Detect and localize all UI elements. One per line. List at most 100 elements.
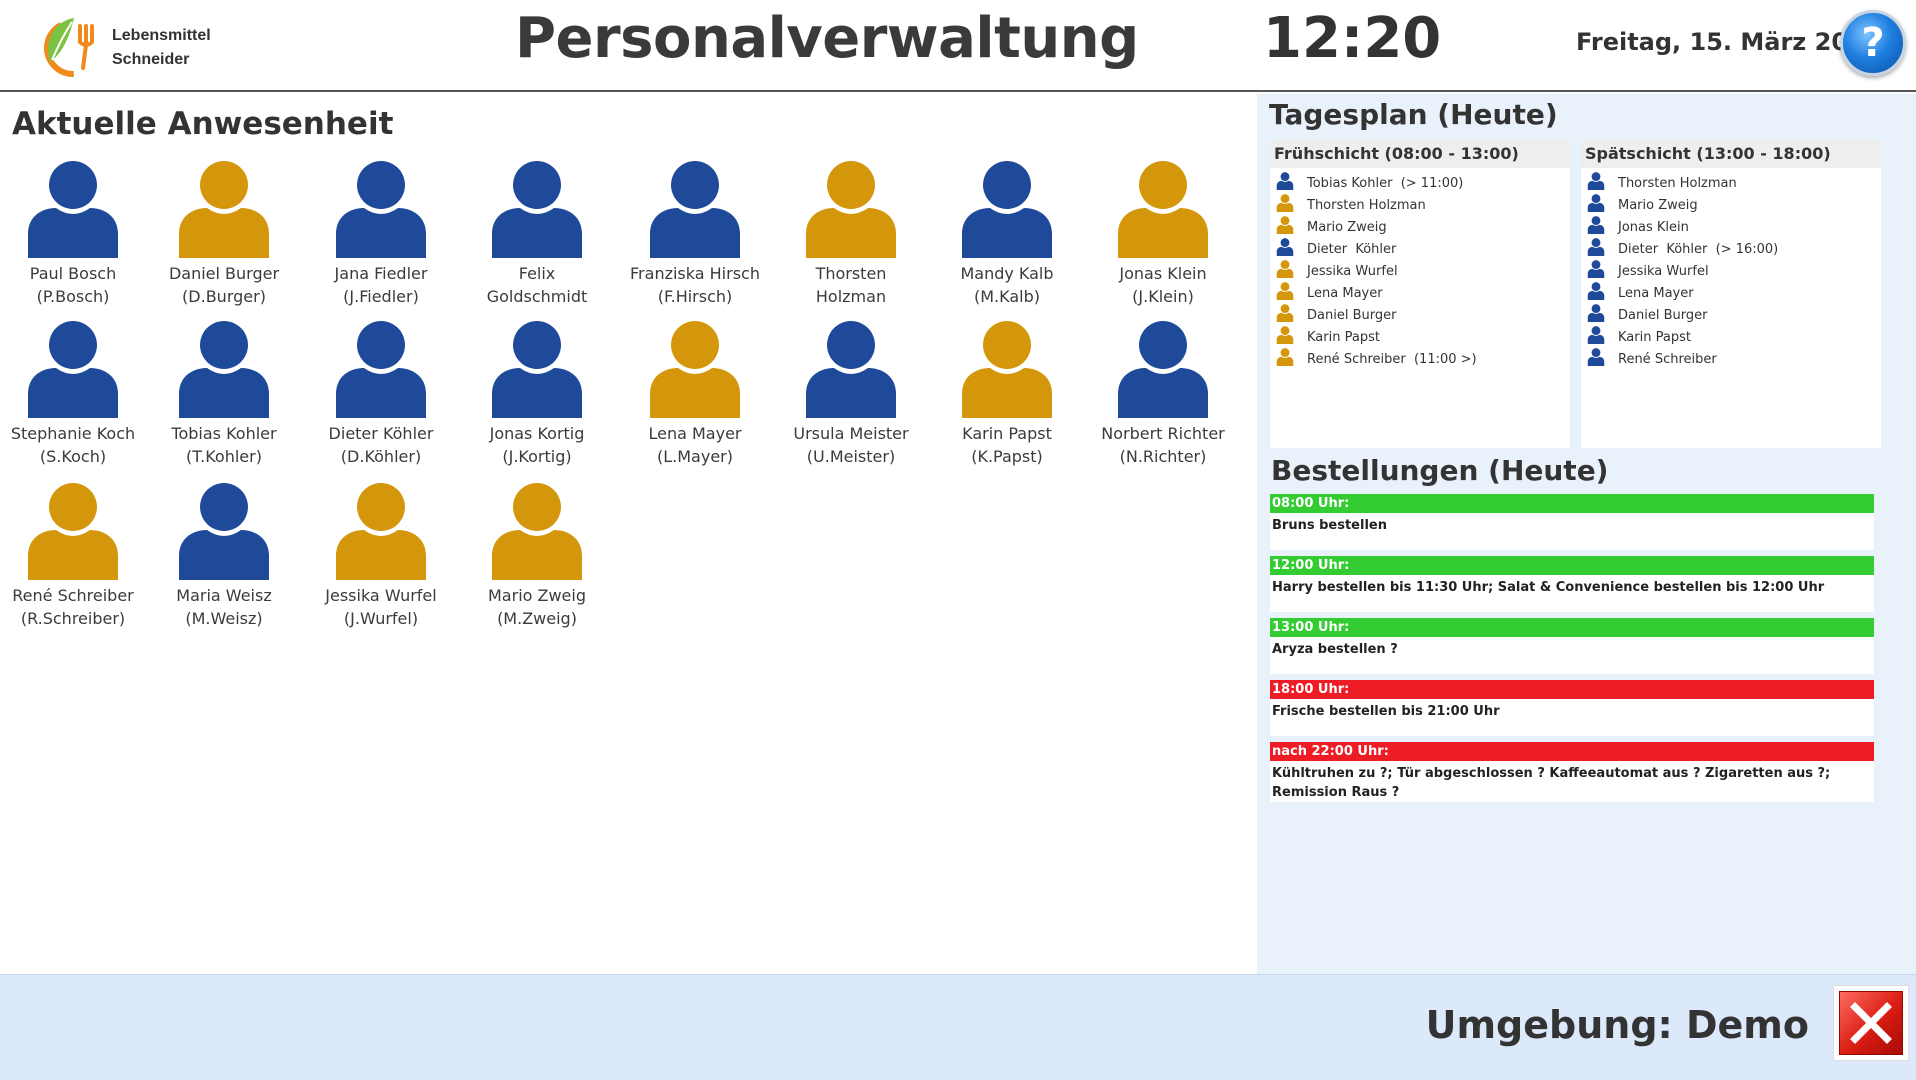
person-icon (1088, 320, 1238, 418)
person-icon (149, 482, 299, 580)
employee-card[interactable]: Ursula Meister (U.Meister) (776, 320, 926, 468)
employee-name: Franziska Hirsch (630, 264, 760, 283)
employee-shortname: (D.Burger) (182, 287, 266, 306)
person-icon (1587, 304, 1618, 326)
person-icon (462, 482, 612, 580)
employee-card[interactable]: Jana Fiedler (J.Fiedler) (306, 160, 456, 308)
shift-item-label: Dieter Köhler (> 16:00) (1618, 241, 1779, 257)
person-icon (1587, 238, 1618, 260)
footer-bar: Umgebung: Demo (0, 974, 1916, 1080)
employee-shortname: (D.Köhler) (340, 447, 422, 466)
person-icon (1276, 194, 1307, 216)
employee-card[interactable]: Paul Bosch (P.Bosch) (0, 160, 148, 308)
company-name: Lebensmittel Schneider (112, 24, 211, 72)
employee-card[interactable]: René Schreiber (R.Schreiber) (0, 482, 148, 630)
person-icon (620, 320, 770, 418)
shift-item-label: Jessika Wurfel (1618, 263, 1709, 279)
person-icon (306, 160, 456, 258)
employee-shortname: (J.Wurfel) (343, 609, 419, 628)
person-icon (1276, 172, 1307, 194)
employee-name: Mario Zweig (488, 586, 586, 605)
employee-name: Karin Papst (962, 424, 1052, 443)
person-icon (776, 320, 926, 418)
person-icon (0, 160, 148, 258)
shift-item: Tobias Kohler (> 11:00) (1270, 172, 1570, 194)
order-text: Bruns bestellen (1272, 518, 1387, 533)
person-icon (306, 320, 456, 418)
person-icon (1587, 260, 1618, 282)
late-shift-panel: Spätschicht (13:00 - 18:00) Thorsten Hol… (1581, 140, 1881, 448)
close-button[interactable] (1833, 985, 1909, 1061)
shift-item: Dieter Köhler (1270, 238, 1570, 260)
employee-card[interactable]: Jonas Klein (J.Klein) (1088, 160, 1238, 308)
employee-shortname: (S.Koch) (39, 447, 107, 466)
person-icon (932, 320, 1082, 418)
shift-item: Thorsten Holzman (1581, 172, 1881, 194)
employee-card[interactable]: Mandy Kalb (M.Kalb) (932, 160, 1082, 308)
employee-card[interactable]: Karin Papst (K.Papst) (932, 320, 1082, 468)
company-name-line1: Lebensmittel (112, 27, 211, 44)
orders-list: 08:00 Uhr: Bruns bestellen 12:00 Uhr: Harry… (1270, 494, 1874, 808)
person-icon (1587, 282, 1618, 304)
header-bar: Lebensmittel Schneider Personalverwaltun… (0, 0, 1916, 92)
person-icon (149, 160, 299, 258)
shift-item: Lena Mayer (1270, 282, 1570, 304)
employee-card[interactable]: Dieter Köhler (D.Köhler) (306, 320, 456, 468)
shift-item: Daniel Burger (1270, 304, 1570, 326)
employee-card[interactable]: Jonas Kortig (J.Kortig) (462, 320, 612, 468)
employee-shortname: (P.Bosch) (36, 287, 110, 306)
employee-card[interactable]: Franziska Hirsch (F.Hirsch) (620, 160, 770, 308)
employee-card[interactable]: Stephanie Koch (S.Koch) (0, 320, 148, 468)
employee-card[interactable]: Felix Goldschmidt (462, 160, 612, 308)
shift-item: Karin Papst (1270, 326, 1570, 348)
attendance-title: Aktuelle Anwesenheit (12, 106, 394, 142)
person-icon (776, 160, 926, 258)
shift-item: Jessika Wurfel (1270, 260, 1570, 282)
shift-item-label: Tobias Kohler (> 11:00) (1307, 175, 1464, 191)
right-panel: Tagesplan (Heute) Frühschicht (08:00 - 1… (1257, 94, 1916, 974)
employee-shortname: (T.Kohler) (186, 447, 262, 466)
shift-item: René Schreiber (1581, 348, 1881, 370)
employee-card[interactable]: Thorsten Holzman (776, 160, 926, 308)
employee-name: Norbert Richter (1101, 424, 1225, 443)
employee-card[interactable]: Lena Mayer (L.Mayer) (620, 320, 770, 468)
shift-item: Jessika Wurfel (1581, 260, 1881, 282)
order-time: 18:00 Uhr: (1270, 680, 1874, 699)
person-icon (1276, 326, 1307, 348)
early-shift-panel: Frühschicht (08:00 - 13:00) Tobias Kohle… (1270, 140, 1570, 448)
shift-item-label: Karin Papst (1307, 329, 1380, 345)
employee-name: Jonas Klein (1119, 264, 1207, 283)
late-shift-list: Thorsten Holzman Mario Zweig Jonas Klein Di… (1581, 168, 1881, 370)
person-icon (1276, 216, 1307, 238)
employee-card[interactable]: Tobias Kohler (T.Kohler) (149, 320, 299, 468)
shift-item-label: René Schreiber (1618, 351, 1717, 367)
clock: 12:20 (1263, 6, 1442, 71)
order-time: 08:00 Uhr: (1270, 494, 1874, 513)
shift-item: Karin Papst (1581, 326, 1881, 348)
person-icon (1587, 326, 1618, 348)
employee-name: Jana Fiedler (334, 264, 428, 283)
employee-card[interactable]: Daniel Burger (D.Burger) (149, 160, 299, 308)
employee-name: Tobias Kohler (171, 424, 277, 443)
early-shift-list: Tobias Kohler (> 11:00) Thorsten Holzman M… (1270, 168, 1570, 370)
order-time: nach 22:00 Uhr: (1270, 742, 1874, 761)
page-title: Personalverwaltung (515, 6, 1139, 71)
person-icon (462, 320, 612, 418)
order-text: Frische bestellen bis 21:00 Uhr (1272, 704, 1500, 719)
person-icon (1587, 172, 1618, 194)
employee-name: Felix (518, 264, 556, 283)
employee-card[interactable]: Norbert Richter (N.Richter) (1088, 320, 1238, 468)
person-icon (306, 482, 456, 580)
person-icon (932, 160, 1082, 258)
person-icon (1276, 304, 1307, 326)
employee-name: Ursula Meister (793, 424, 909, 443)
person-icon (1587, 348, 1618, 370)
employee-card[interactable]: Maria Weisz (M.Weisz) (149, 482, 299, 630)
help-button[interactable]: ? (1840, 10, 1906, 76)
employee-card[interactable]: Jessika Wurfel (J.Wurfel) (306, 482, 456, 630)
shift-item: Jonas Klein (1581, 216, 1881, 238)
order-text: Kühltruhen zu ?; Tür abgeschlossen ? Kaf… (1272, 766, 1831, 800)
shift-item: Mario Zweig (1581, 194, 1881, 216)
person-icon (462, 160, 612, 258)
employee-card[interactable]: Mario Zweig (M.Zweig) (462, 482, 612, 630)
